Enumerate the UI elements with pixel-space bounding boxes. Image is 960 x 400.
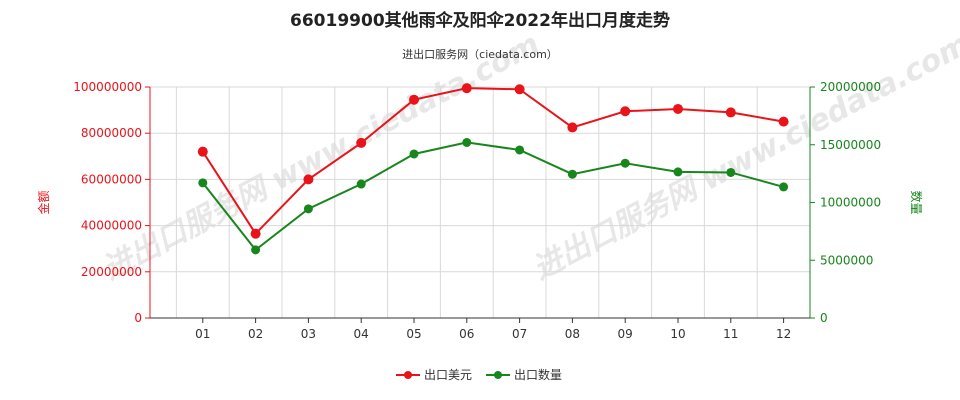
series-point (303, 204, 313, 214)
series-2 (198, 137, 789, 255)
series-point (250, 228, 261, 239)
series-point (461, 83, 472, 94)
x-tick-label: 12 (776, 327, 791, 341)
series-point (673, 167, 683, 177)
series-point (778, 116, 789, 127)
series-point (725, 107, 736, 118)
left-axis-ticks: 0 20000000 40000000 60000000 80000000 1000000… (73, 80, 150, 325)
right-tick-label: 15000000 (820, 138, 881, 152)
legend: 出口美元 出口数量 (396, 367, 562, 382)
series-point (779, 182, 789, 192)
right-tick-label: 0 (820, 311, 828, 325)
right-tick-label: 5000000 (820, 253, 873, 267)
legend-label: 出口美元 (424, 368, 472, 382)
chart-title: 66019900其他雨伞及阳伞2022年出口月度走势 (290, 10, 670, 31)
x-tick-label: 08 (565, 327, 580, 341)
series-line (201, 87, 784, 236)
series-point (620, 106, 631, 117)
left-tick-label: 100000000 (73, 80, 142, 94)
legend-item-2[interactable]: 出口数量 (486, 367, 562, 382)
x-tick-label: 03 (301, 327, 316, 341)
series-line (202, 141, 784, 252)
left-tick-label: 0 (134, 311, 142, 325)
left-tick-label: 60000000 (81, 172, 142, 186)
series-point (409, 149, 419, 159)
series-point (409, 94, 419, 105)
legend-swatch-point (404, 371, 412, 379)
series-point (673, 103, 683, 114)
series-point (567, 122, 578, 133)
watermark-left: 进出口服务网 www.ciedata.com (97, 27, 545, 287)
series-point (198, 178, 208, 188)
series-point (726, 167, 736, 177)
x-tick-label: 11 (723, 327, 738, 341)
series-point (462, 137, 472, 147)
series-1 (197, 83, 789, 239)
series-point (251, 245, 261, 255)
x-tick-label: 07 (512, 327, 527, 341)
legend-swatch-point (494, 371, 502, 379)
left-tick-label: 80000000 (81, 126, 142, 140)
series-point (197, 146, 208, 157)
series-point (620, 158, 630, 168)
legend-label: 出口数量 (514, 367, 562, 382)
right-axis-title: 数量 (909, 190, 924, 214)
series-group (197, 83, 789, 255)
series-point (303, 174, 314, 185)
x-tick-label: 05 (406, 327, 421, 341)
left-tick-label: 20000000 (81, 265, 142, 279)
right-tick-label: 10000000 (820, 196, 881, 210)
watermark-group: 进出口服务网 www.ciedata.com 进出口服务网 www.ciedat… (97, 27, 960, 287)
series-point (356, 179, 366, 189)
legend-item-1[interactable]: 出口美元 (396, 368, 472, 382)
x-tick-label: 02 (248, 327, 263, 341)
series-point (356, 137, 367, 148)
x-axis-ticks: 01 02 03 04 05 06 07 08 09 10 11 12 (195, 318, 791, 341)
x-tick-label: 04 (354, 327, 369, 341)
x-tick-label: 09 (618, 327, 633, 341)
x-tick-label: 06 (459, 327, 474, 341)
chart-subtitle: 进出口服务网（ciedata.com） (402, 47, 558, 61)
series-point (515, 145, 525, 155)
left-axis-title: 金额 (36, 190, 51, 214)
x-tick-label: 10 (670, 327, 685, 341)
watermark-right: 进出口服务网 www.ciedata.com (527, 27, 960, 287)
x-tick-label: 01 (195, 327, 210, 341)
series-point (567, 169, 577, 179)
right-axis-ticks: 0 5000000 10000000 15000000 20000000 (810, 80, 881, 325)
left-tick-label: 40000000 (81, 219, 142, 233)
right-tick-label: 20000000 (820, 80, 881, 94)
series-point (514, 84, 525, 95)
